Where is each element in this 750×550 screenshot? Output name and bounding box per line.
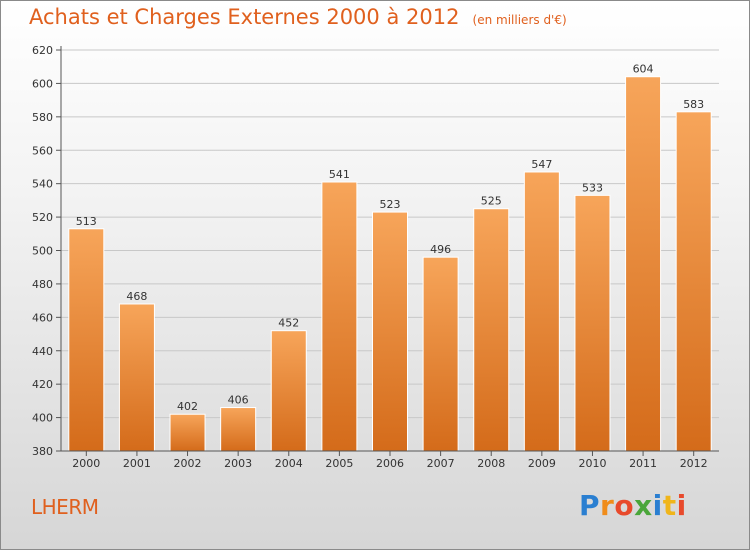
- value-label: 496: [430, 243, 451, 256]
- bar: [422, 256, 459, 452]
- y-tick-label: 540: [32, 178, 53, 191]
- x-tick-label: 2003: [224, 457, 252, 470]
- x-tick-label: 2009: [528, 457, 556, 470]
- y-tick-label: 380: [32, 445, 53, 458]
- x-tick-label: 2006: [376, 457, 404, 470]
- bar: [169, 413, 206, 452]
- x-tick-label: 2004: [275, 457, 303, 470]
- x-tick-label: 2000: [72, 457, 100, 470]
- bar: [220, 407, 257, 452]
- value-label: 547: [531, 158, 552, 171]
- proxiti-logo: Proxiti: [579, 489, 687, 522]
- value-label: 523: [380, 198, 401, 211]
- chart-header: Achats et Charges Externes 2000 à 2012 (…: [29, 5, 567, 29]
- y-tick-label: 580: [32, 111, 53, 124]
- value-label: 402: [177, 400, 198, 413]
- y-tick-label: 620: [32, 44, 53, 57]
- value-label: 468: [126, 290, 147, 303]
- y-tick-label: 440: [32, 345, 53, 358]
- bar: [574, 194, 611, 452]
- value-label: 452: [278, 317, 299, 330]
- value-label: 604: [633, 63, 654, 76]
- x-tick-label: 2005: [325, 457, 353, 470]
- y-tick-label: 600: [32, 77, 53, 90]
- bar: [523, 171, 560, 452]
- x-tick-label: 2001: [123, 457, 151, 470]
- bar: [675, 111, 712, 452]
- value-label: 513: [76, 215, 97, 228]
- bar: [118, 303, 155, 452]
- x-tick-label: 2008: [477, 457, 505, 470]
- y-tick-label: 420: [32, 378, 53, 391]
- y-tick-label: 400: [32, 412, 53, 425]
- y-tick-label: 560: [32, 144, 53, 157]
- y-tick-label: 460: [32, 311, 53, 324]
- bar: [321, 181, 358, 452]
- y-tick-label: 480: [32, 278, 53, 291]
- x-tick-label: 2012: [680, 457, 708, 470]
- x-tick-label: 2007: [427, 457, 455, 470]
- y-tick-label: 500: [32, 245, 53, 258]
- value-label: 541: [329, 168, 350, 181]
- bar: [625, 76, 662, 452]
- value-label: 525: [481, 195, 502, 208]
- bar: [68, 228, 105, 452]
- bar: [372, 211, 408, 452]
- bar: [473, 208, 510, 452]
- x-tick-label: 2010: [578, 457, 606, 470]
- y-tick-label: 520: [32, 211, 53, 224]
- x-tick-label: 2011: [629, 457, 657, 470]
- bar: [270, 330, 307, 452]
- commune-name: LHERM: [31, 495, 99, 519]
- chart-subtitle: (en milliers d'€): [472, 13, 567, 27]
- chart-title: Achats et Charges Externes 2000 à 2012: [29, 5, 460, 29]
- value-label: 583: [683, 98, 704, 111]
- x-tick-label: 2002: [174, 457, 202, 470]
- value-label: 533: [582, 181, 603, 194]
- value-label: 406: [228, 394, 249, 407]
